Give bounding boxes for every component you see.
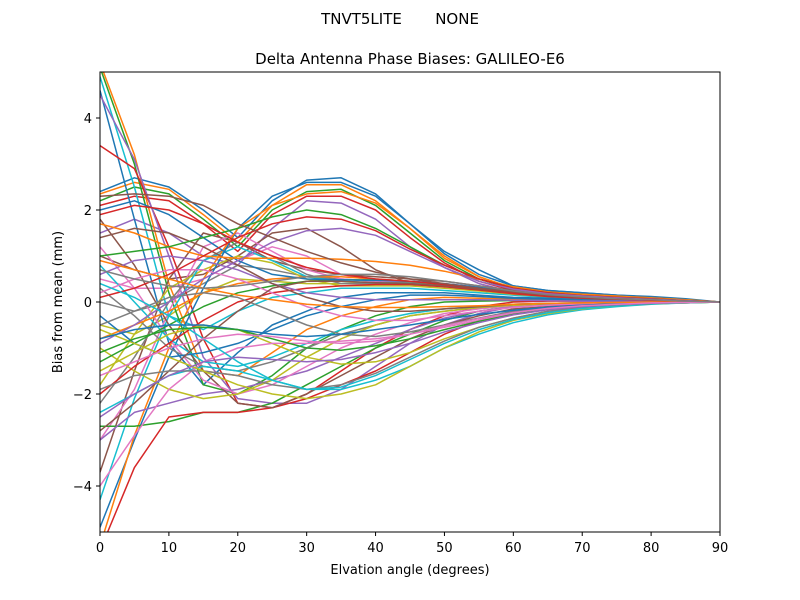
y-tick-label: 4 [84,112,92,127]
x-axis: 0 10 20 30 40 50 60 70 80 90 [96,532,728,556]
series-line-17 [100,232,720,441]
series-line-45 [100,227,720,345]
x-tick-label: 10 [161,541,178,556]
plot-area [100,72,720,532]
y-tick-label: −4 [73,480,92,495]
series-line-42 [100,223,720,303]
x-tick-label: 40 [367,541,384,556]
series-line-29 [100,301,720,400]
series-line-58 [100,269,720,303]
y-tick-label: 2 [84,204,92,219]
series-line-35 [100,255,720,303]
y-tick-label: −2 [73,388,92,403]
series-line-57 [100,301,720,377]
chart-title: Delta Antenna Phase Biases: GALILEO-E6 [255,50,565,68]
x-axis-label: Elvation angle (degrees) [330,563,489,578]
x-tick-label: 80 [643,541,660,556]
y-tick-label: 0 [84,296,92,311]
y-axis: −4 −2 0 2 4 [73,112,100,495]
x-tick-label: 20 [230,541,247,556]
x-tick-label: 60 [505,541,522,556]
y-axis-label: Bias from mean (mm) [51,231,66,373]
x-tick-label: 50 [436,541,453,556]
x-tick-label: 70 [574,541,591,556]
x-tick-label: 90 [712,541,729,556]
figure-suptitle: TNVT5LITE NONE [320,10,479,28]
x-tick-label: 30 [298,541,315,556]
x-tick-label: 0 [96,541,104,556]
